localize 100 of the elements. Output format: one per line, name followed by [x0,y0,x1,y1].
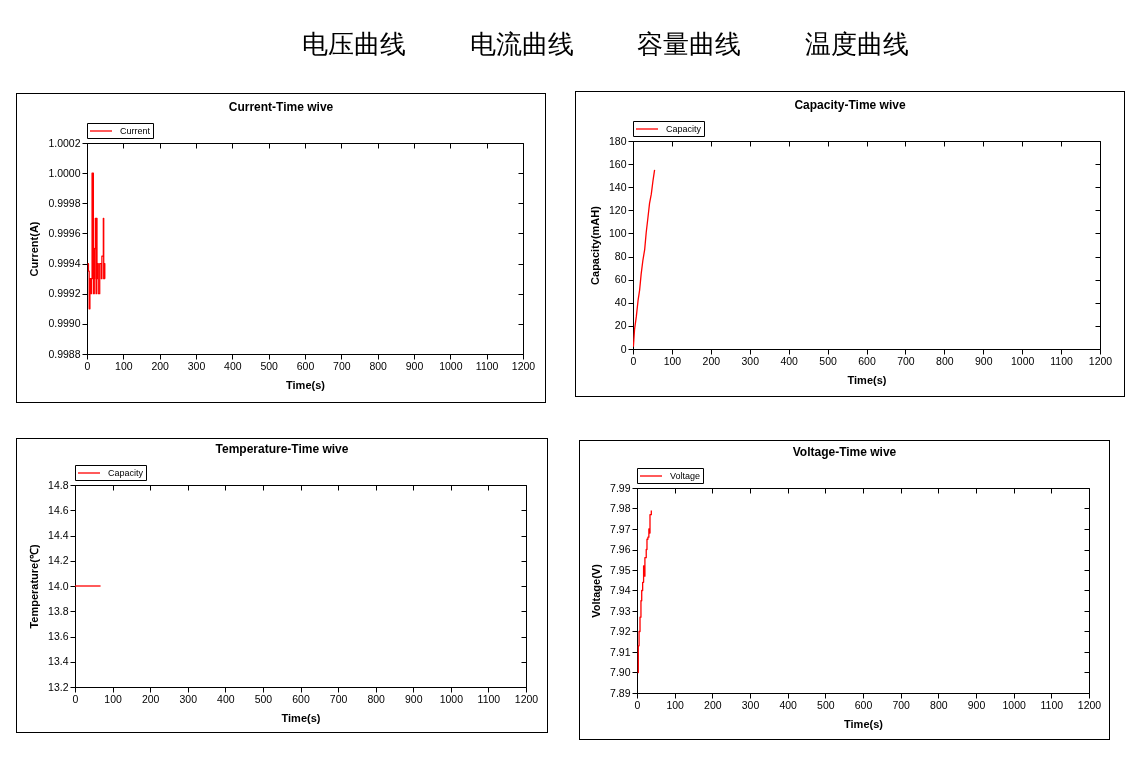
x-tick-label: 600 [858,354,876,367]
chart-title: Voltage-Time wive [792,444,897,459]
legend-label: Capacity [108,468,144,478]
text: 温度曲线 [804,28,909,60]
x-tick-label: 1100 [477,692,501,705]
text: 电流曲线 [469,28,574,60]
y-tick-label: 0 [620,342,627,355]
y-tick-label: 120 [608,203,627,216]
y-tick-label: 0.9988 [48,347,81,360]
y-tick-label: 0.9994 [48,257,81,270]
y-tick-label: 0.9998 [48,196,81,209]
chart-title: Temperature-Time wive [215,441,349,456]
x-tick-label: 200 [702,354,721,367]
y-tick-label: 7.93 [610,604,631,617]
x-tick-label: 400 [224,359,242,372]
x-tick-label: 800 [367,692,386,705]
text: 电压曲线 [302,28,406,60]
x-tick-label: 700 [329,692,348,705]
y-tick-label: 80 [614,250,627,263]
x-tick-label: 600 [296,359,315,372]
y-tick-label: 7.96 [610,543,631,555]
chart-title: Current-Time wive [228,99,334,114]
text: 容量曲线 [637,28,741,60]
y-tick-label: 7.97 [610,522,631,535]
y-tick-label: 0.9992 [48,287,81,300]
x-tick-label: 600 [292,692,310,705]
x-tick-label: 300 [179,692,198,705]
x-tick-label: 200 [704,698,722,711]
x-tick-label: 700 [892,698,911,711]
x-tick-label: 200 [141,692,160,705]
x-tick-label: 800 [369,359,388,372]
y-tick-label: 7.92 [610,625,631,637]
y-tick-label: 7.98 [610,502,631,514]
y-tick-label: 14.8 [48,478,69,491]
y-tick-label: 0.9990 [48,317,81,330]
x-tick-label: 800 [930,698,948,711]
y-tick-label: 40 [614,296,627,309]
x-tick-label: 100 [104,692,122,705]
x-tick-label: 300 [741,698,760,711]
x-tick-label: 600 [854,698,873,711]
legend-label: Voltage [670,471,701,481]
x-tick-label: 1000 [439,359,463,372]
x-axis-title: Time(s) [847,374,887,386]
y-tick-label: 7.94 [610,584,631,596]
x-tick-label: 100 [115,359,133,372]
x-tick-label: 300 [741,354,760,367]
x-tick-label: 0 [634,698,641,711]
y-tick-label: 7.99 [610,481,631,494]
y-axis-title: Current(A) [28,221,41,277]
x-tick-label: 900 [405,359,424,372]
y-tick-label: 13.6 [48,630,69,642]
y-tick-label: 0.9996 [48,226,81,239]
x-tick-label: 400 [779,698,798,711]
x-tick-label: 500 [817,698,835,711]
y-tick-label: 14.0 [48,579,69,592]
x-tick-label: 1000 [1010,354,1035,367]
y-tick-label: 13.2 [48,680,69,693]
y-tick-label: 14.6 [48,503,69,516]
x-tick-label: 1100 [475,359,499,372]
y-tick-label: 14.2 [48,554,69,567]
y-tick-label: 7.91 [610,645,631,658]
x-tick-label: 500 [260,359,279,372]
legend-label: Capacity [666,124,702,134]
y-tick-label: 1.0000 [48,166,81,179]
x-tick-label: 700 [897,354,915,367]
y-axis-title: Temperature(℃) [28,544,41,629]
y-tick-label: 20 [614,319,627,332]
x-tick-label: 500 [819,354,837,367]
x-tick-label: 1200 [1077,698,1102,711]
y-axis-title: Voltage(V) [590,563,603,618]
y-tick-label: 1.0002 [48,136,81,149]
x-tick-label: 100 [663,354,682,367]
x-tick-label: 900 [967,698,986,711]
y-tick-label: 140 [608,180,627,193]
x-tick-label: 1100 [1040,698,1064,711]
legend-label: Current [120,126,151,136]
x-axis-title: Time(s) [281,712,321,724]
x-tick-label: 900 [404,692,423,705]
y-tick-label: 7.90 [610,666,631,678]
x-tick-label: 1200 [1088,354,1113,367]
x-tick-label: 300 [187,359,206,372]
chart-title: Capacity-Time wive [794,97,906,112]
y-tick-label: 13.4 [48,655,69,668]
x-tick-label: 500 [254,692,273,705]
y-tick-label: 14.4 [48,529,69,541]
x-tick-label: 700 [333,359,351,372]
x-tick-label: 1200 [514,692,539,705]
y-tick-label: 7.89 [610,686,631,699]
x-axis-title: Time(s) [286,379,326,391]
x-tick-label: 900 [974,354,993,367]
y-tick-label: 60 [614,273,627,286]
x-tick-label: 0 [84,359,91,372]
y-tick-label: 180 [608,134,627,147]
x-tick-label: 1200 [511,359,536,372]
x-tick-label: 400 [217,692,235,705]
line-series [633,169,656,348]
x-tick-label: 800 [936,354,954,367]
y-tick-label: 7.95 [610,563,631,576]
x-tick-label: 200 [151,359,170,372]
x-tick-label: 1000 [1002,698,1027,711]
